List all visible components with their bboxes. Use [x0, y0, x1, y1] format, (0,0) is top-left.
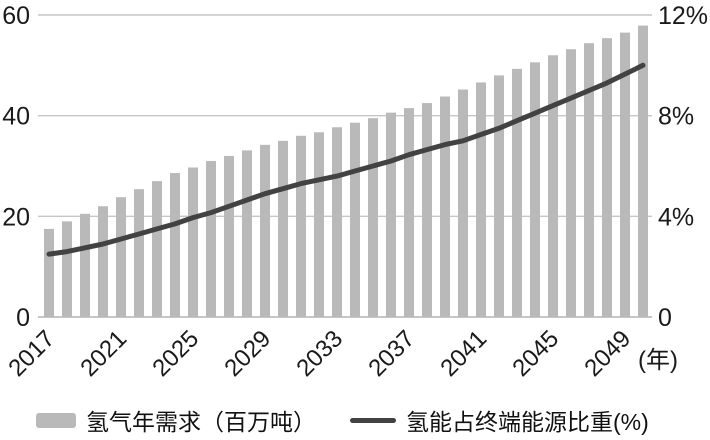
- bar-2039: [440, 96, 450, 317]
- right-axis-tick-label: 0: [658, 304, 672, 332]
- bar-2044: [530, 62, 540, 318]
- bar-2035: [368, 118, 378, 317]
- left-axis-tick-label: 20: [2, 203, 30, 231]
- right-axis-tick-label: 12%: [658, 2, 708, 30]
- bar-2040: [458, 89, 468, 317]
- bar-2043: [512, 68, 522, 318]
- bar-2037: [404, 108, 414, 317]
- right-axis-tick-label: 4%: [658, 203, 694, 231]
- left-axis-tick-label: 40: [2, 103, 30, 131]
- legend-item-bars: 氢气年需求（百万吨）: [36, 403, 316, 437]
- bar-2046: [566, 49, 576, 318]
- x-axis-tick-label: 2037: [363, 325, 420, 382]
- bar-2024: [170, 173, 180, 317]
- bar-2041: [476, 82, 486, 318]
- bar-2029: [260, 144, 270, 317]
- legend-label-line: 氢能占终端能源比重(%): [406, 409, 649, 435]
- bar-2023: [152, 181, 162, 317]
- bar-2021: [116, 197, 126, 317]
- bar-2048: [602, 38, 612, 318]
- bar-2019: [80, 213, 90, 317]
- x-axis-tick-label: 2025: [147, 325, 204, 382]
- line-swatch-icon: [350, 417, 396, 423]
- trend-line: [46, 62, 646, 257]
- left-axis-tick-label: 0: [16, 304, 30, 332]
- left-axis-tick-label: 60: [2, 2, 30, 30]
- bar-2026: [206, 160, 216, 317]
- bar-2027: [224, 155, 234, 317]
- bar-2022: [134, 189, 144, 317]
- bar-2038: [422, 103, 432, 317]
- legend-item-line: 氢能占终端能源比重(%): [350, 403, 649, 437]
- bar-2045: [548, 55, 558, 318]
- chart-plot-area: 0 0 20 4% 40 8% 60 12% 2017 2021 2025 2029 2033 2037 2…: [2, 2, 708, 382]
- x-axis-tick-label: 2029: [219, 325, 276, 382]
- bar-2036: [386, 112, 396, 317]
- right-axis-tick-label: 8%: [658, 103, 694, 131]
- x-axis-tick-label: 2017: [3, 325, 60, 382]
- x-axis-tick-label: 2033: [291, 325, 348, 382]
- x-axis-tick-label: 2021: [75, 325, 132, 382]
- x-axis-tick-label: 2049: [579, 325, 636, 382]
- bar-2017: [44, 228, 54, 317]
- bar-2030: [278, 140, 288, 317]
- bar-2020: [98, 206, 108, 317]
- chart-legend: 氢气年需求（百万吨） 氢能占终端能源比重(%): [36, 405, 649, 435]
- bar-2047: [584, 43, 594, 317]
- bar-2050: [638, 25, 648, 317]
- bar-2049: [620, 32, 630, 317]
- bar-swatch-icon: [36, 412, 76, 428]
- legend-label-bars: 氢气年需求（百万吨）: [86, 409, 316, 435]
- bar-2025: [188, 167, 198, 317]
- x-axis-tick-label: 2045: [507, 325, 564, 382]
- bar-2042: [494, 75, 504, 318]
- bar-2028: [242, 150, 252, 317]
- bar-2031: [296, 135, 306, 317]
- x-axis-unit-label: (年): [638, 347, 678, 374]
- bar-2034: [350, 122, 360, 317]
- x-axis-tick-label: 2041: [435, 325, 492, 382]
- bar-2032: [314, 132, 324, 317]
- bar-2033: [332, 127, 342, 317]
- bar-2018: [62, 221, 72, 317]
